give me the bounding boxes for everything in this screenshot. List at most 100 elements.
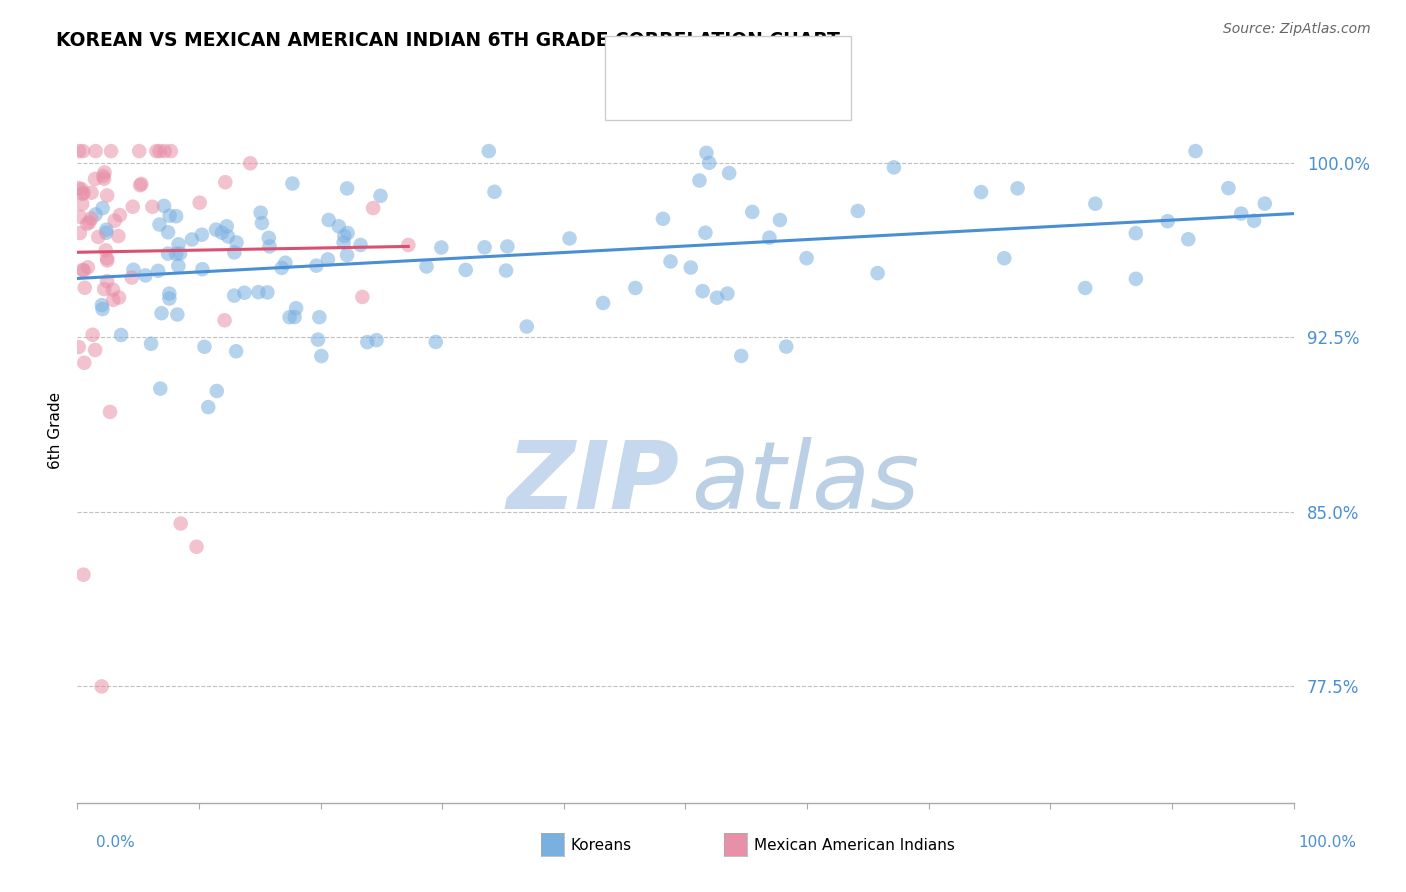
Point — [149, 382, 172, 396]
Point — [153, 199, 176, 213]
Point — [96, 226, 118, 240]
Point — [84, 343, 107, 357]
Point — [159, 209, 181, 223]
Point — [866, 266, 889, 280]
Point — [87, 230, 110, 244]
Point — [91, 201, 114, 215]
Point — [430, 240, 453, 254]
Point — [281, 177, 304, 191]
Point — [167, 237, 190, 252]
Point — [169, 246, 191, 260]
Text: ZIP: ZIP — [506, 436, 679, 529]
Point — [150, 306, 173, 320]
Point — [72, 263, 94, 277]
Point — [336, 226, 359, 240]
Point — [652, 211, 675, 226]
Point — [215, 219, 238, 234]
Point — [153, 144, 176, 158]
Point — [1254, 196, 1277, 211]
Point — [101, 283, 124, 297]
Point — [558, 231, 581, 245]
Text: 116: 116 — [806, 53, 841, 70]
Text: R =: R = — [651, 53, 688, 70]
Point — [73, 356, 96, 370]
Point — [270, 260, 292, 275]
Point — [139, 336, 162, 351]
Point — [624, 281, 647, 295]
Point — [157, 292, 180, 306]
Point — [146, 264, 169, 278]
Point — [217, 229, 239, 244]
Point — [70, 197, 93, 211]
Point — [69, 226, 91, 240]
Point — [741, 205, 763, 219]
Point — [1084, 196, 1107, 211]
Point — [214, 175, 236, 189]
Point — [205, 384, 228, 398]
Point — [333, 228, 356, 243]
Point — [96, 253, 118, 268]
Point — [257, 231, 280, 245]
Text: N =: N = — [749, 86, 797, 103]
Point — [247, 285, 270, 300]
Text: N =: N = — [749, 53, 797, 70]
Point — [249, 205, 271, 219]
Point — [332, 235, 354, 250]
Point — [157, 286, 180, 301]
Point — [1074, 281, 1097, 295]
Point — [214, 313, 236, 327]
Point — [191, 262, 214, 277]
Point — [93, 171, 115, 186]
Point — [993, 251, 1015, 265]
Point — [366, 333, 388, 347]
Text: 0.285: 0.285 — [700, 86, 752, 103]
Point — [516, 319, 538, 334]
Point — [160, 144, 183, 158]
Point — [697, 156, 720, 170]
Point — [970, 185, 993, 199]
Point — [679, 260, 702, 275]
Point — [415, 260, 437, 274]
Point — [250, 216, 273, 230]
Point — [592, 296, 614, 310]
Point — [1125, 272, 1147, 286]
Point — [100, 144, 122, 158]
Point — [361, 201, 384, 215]
Point — [82, 327, 104, 342]
Point — [165, 209, 187, 223]
Point — [883, 161, 905, 175]
Point — [730, 349, 752, 363]
Point — [108, 291, 131, 305]
Point — [256, 285, 278, 300]
Point — [166, 308, 188, 322]
Point — [67, 181, 90, 195]
Point — [80, 211, 103, 226]
Point — [70, 186, 93, 201]
Point — [718, 166, 741, 180]
Point — [211, 226, 233, 240]
Point — [90, 680, 112, 694]
Point — [94, 244, 117, 258]
Point — [129, 178, 152, 193]
Point — [96, 222, 118, 236]
Point — [165, 247, 187, 261]
Point — [181, 232, 204, 246]
Point — [1184, 144, 1206, 158]
Point — [131, 177, 153, 191]
Point — [225, 235, 247, 250]
Point — [107, 229, 129, 244]
Point — [1243, 213, 1265, 227]
Point — [278, 310, 301, 325]
Point — [77, 215, 100, 229]
Text: R =: R = — [651, 86, 688, 103]
Point — [396, 238, 419, 252]
Point — [96, 188, 118, 202]
Text: KOREAN VS MEXICAN AMERICAN INDIAN 6TH GRADE CORRELATION CHART: KOREAN VS MEXICAN AMERICAN INDIAN 6TH GR… — [56, 31, 841, 50]
Point — [352, 290, 374, 304]
Point — [484, 185, 506, 199]
Point — [284, 310, 307, 324]
Point — [72, 144, 94, 158]
Point — [775, 340, 797, 354]
Point — [72, 567, 94, 582]
Point — [305, 259, 328, 273]
